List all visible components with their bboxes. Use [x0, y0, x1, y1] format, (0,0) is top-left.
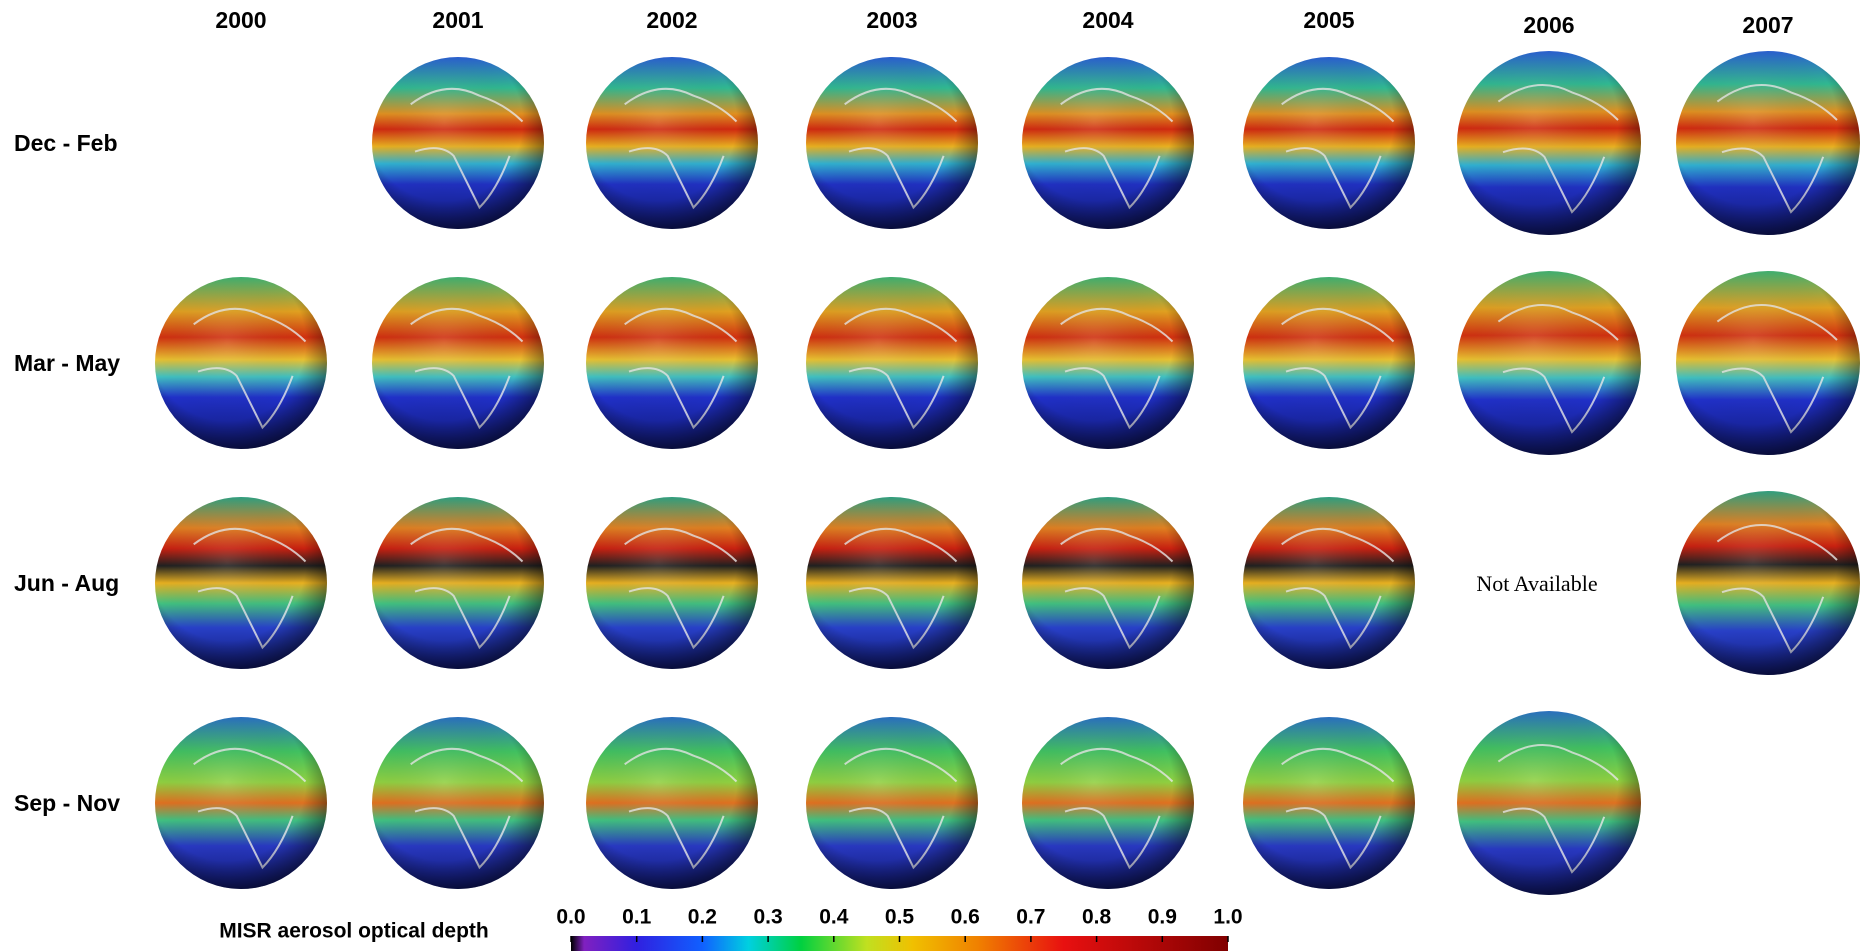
- globe-shade: [372, 57, 544, 229]
- globe-shade: [372, 717, 544, 889]
- globe-shade: [586, 497, 758, 669]
- colorbar-tick-label: 0.3: [753, 906, 782, 929]
- globe: [1457, 711, 1641, 895]
- globe-shade: [1243, 497, 1415, 669]
- globe-shade: [372, 277, 544, 449]
- globe-shade: [1676, 491, 1860, 675]
- globe-shade: [806, 497, 978, 669]
- globe: [155, 277, 327, 449]
- globe: [1676, 491, 1860, 675]
- globe: [1022, 717, 1194, 889]
- colorbar-tick-label: 0.2: [688, 906, 717, 929]
- globe: [806, 497, 978, 669]
- figure: MISR aerosol optical depth 0.0 0.1 0.2 0.3 0…: [0, 0, 1864, 951]
- globe: [1243, 717, 1415, 889]
- globe: [1022, 277, 1194, 449]
- globe-shade: [1243, 717, 1415, 889]
- colorbar-tick-label: 1.0: [1213, 906, 1242, 929]
- globe-shade: [806, 277, 978, 449]
- globe-shade: [155, 717, 327, 889]
- year-header: 2005: [1303, 7, 1354, 33]
- globe-shade: [1243, 277, 1415, 449]
- globe: [586, 497, 758, 669]
- globe-shade: [1457, 271, 1641, 455]
- globe-shade: [586, 277, 758, 449]
- season-label: Sep - Nov: [14, 790, 120, 816]
- globe-grid: [155, 51, 1860, 895]
- colorbar-tick-label: 0.5: [885, 906, 915, 929]
- globe-shade: [806, 57, 978, 229]
- globe: [1676, 271, 1860, 455]
- year-header: 2001: [432, 7, 483, 33]
- globe-shade: [806, 717, 978, 889]
- globe: [1457, 51, 1641, 235]
- globe-shade: [586, 717, 758, 889]
- globe-shade: [155, 497, 327, 669]
- globe: [1243, 277, 1415, 449]
- globe: [372, 717, 544, 889]
- year-header: 2003: [866, 7, 917, 33]
- globe: [806, 717, 978, 889]
- globe-shade: [1676, 271, 1860, 455]
- globe-shade: [372, 497, 544, 669]
- colorbar-tick-label: 0.8: [1082, 906, 1112, 929]
- globe: [155, 497, 327, 669]
- globe-shade: [1022, 277, 1194, 449]
- globe-shade: [1457, 51, 1641, 235]
- year-header: 2000: [215, 7, 266, 33]
- globe: [586, 717, 758, 889]
- season-label: Dec - Feb: [14, 130, 118, 156]
- season-label: Jun - Aug: [14, 570, 119, 596]
- globe-shade: [1022, 717, 1194, 889]
- year-header: 2006: [1523, 12, 1574, 38]
- globe: [1022, 57, 1194, 229]
- globe: [372, 277, 544, 449]
- not-available-note: Not Available: [1476, 571, 1597, 596]
- year-header: 2007: [1742, 12, 1793, 38]
- globe: [1022, 497, 1194, 669]
- globe-shade: [1243, 57, 1415, 229]
- globe: [372, 497, 544, 669]
- globe: [586, 277, 758, 449]
- globe: [806, 57, 978, 229]
- colorbar-tick-label: 0.7: [1016, 906, 1045, 929]
- globe: [586, 57, 758, 229]
- colorbar-tick-label: 0.1: [622, 906, 652, 929]
- globe: [155, 717, 327, 889]
- year-header: 2004: [1082, 7, 1133, 33]
- globe-shade: [586, 57, 758, 229]
- globe: [806, 277, 978, 449]
- globe-shade: [1022, 497, 1194, 669]
- colorbar-title: MISR aerosol optical depth: [219, 920, 489, 943]
- globe: [372, 57, 544, 229]
- colorbar-tick-label: 0.4: [819, 906, 849, 929]
- globe-shade: [1676, 51, 1860, 235]
- season-label: Mar - May: [14, 350, 120, 376]
- globe: [1676, 51, 1860, 235]
- globe: [1243, 57, 1415, 229]
- colorbar-tick-label: 0.6: [951, 906, 980, 929]
- globe: [1457, 271, 1641, 455]
- globe: [1243, 497, 1415, 669]
- globe-shade: [1457, 711, 1641, 895]
- globe-shade: [155, 277, 327, 449]
- colorbar-tick-label: 0.9: [1148, 906, 1177, 929]
- colorbar-tick-label: 0.0: [556, 906, 585, 929]
- year-header: 2002: [646, 7, 697, 33]
- globe-shade: [1022, 57, 1194, 229]
